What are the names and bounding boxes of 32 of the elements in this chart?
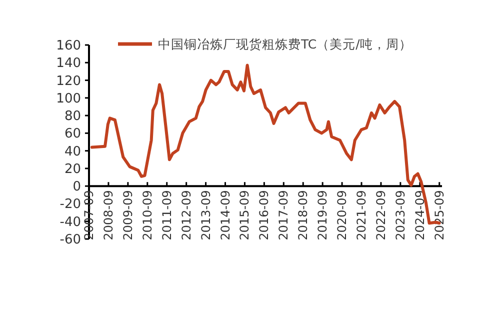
x-tick-label: 2007-09 <box>82 190 96 240</box>
y-tick-label: -60 <box>60 232 81 248</box>
x-tick-label: 2013-09 <box>198 190 213 240</box>
y-tick-label: 140 <box>56 56 81 72</box>
x-tick-label: 2017-09 <box>276 190 291 240</box>
y-tick-label: 80 <box>64 109 81 124</box>
x-tick-label: 2018-09 <box>296 190 310 240</box>
y-tick-label: 120 <box>56 74 81 89</box>
x-tick-label: 2010-09 <box>140 190 154 240</box>
x-tick-label: 2021-09 <box>354 190 369 240</box>
x-tick-label: 2012-09 <box>179 190 194 240</box>
x-tick-label: 2020-09 <box>335 190 350 240</box>
x-tick-label: 2023-09 <box>393 190 408 240</box>
y-tick-label: 0 <box>72 180 81 195</box>
x-tick-label: 2016-09 <box>257 190 272 240</box>
y-tick-label: 40 <box>64 144 81 160</box>
x-tick-label: 2025-09 <box>432 190 446 240</box>
x-tick-label: 2019-09 <box>316 190 330 240</box>
y-tick-label: -40 <box>60 214 81 230</box>
x-tick-label: 2011-09 <box>160 190 174 240</box>
x-tick-label: 2014-09 <box>218 190 232 240</box>
x-tick-label: 2015-09 <box>238 190 252 240</box>
legend: 中国铜冶炼厂现货粗炼费TC（美元/吨，周） <box>118 36 412 52</box>
x-tick-label: 2008-09 <box>101 190 116 240</box>
y-tick-label: 160 <box>56 38 81 54</box>
x-tick-label: 2024-09 <box>412 190 427 240</box>
x-tick-label: 2022-09 <box>374 190 388 240</box>
y-tick-label: 20 <box>64 162 81 177</box>
y-tick-label: 60 <box>64 126 81 142</box>
y-tick-label: -20 <box>60 197 81 212</box>
y-tick-label: 100 <box>56 91 81 106</box>
x-tick-label: 2009-09 <box>120 190 135 240</box>
